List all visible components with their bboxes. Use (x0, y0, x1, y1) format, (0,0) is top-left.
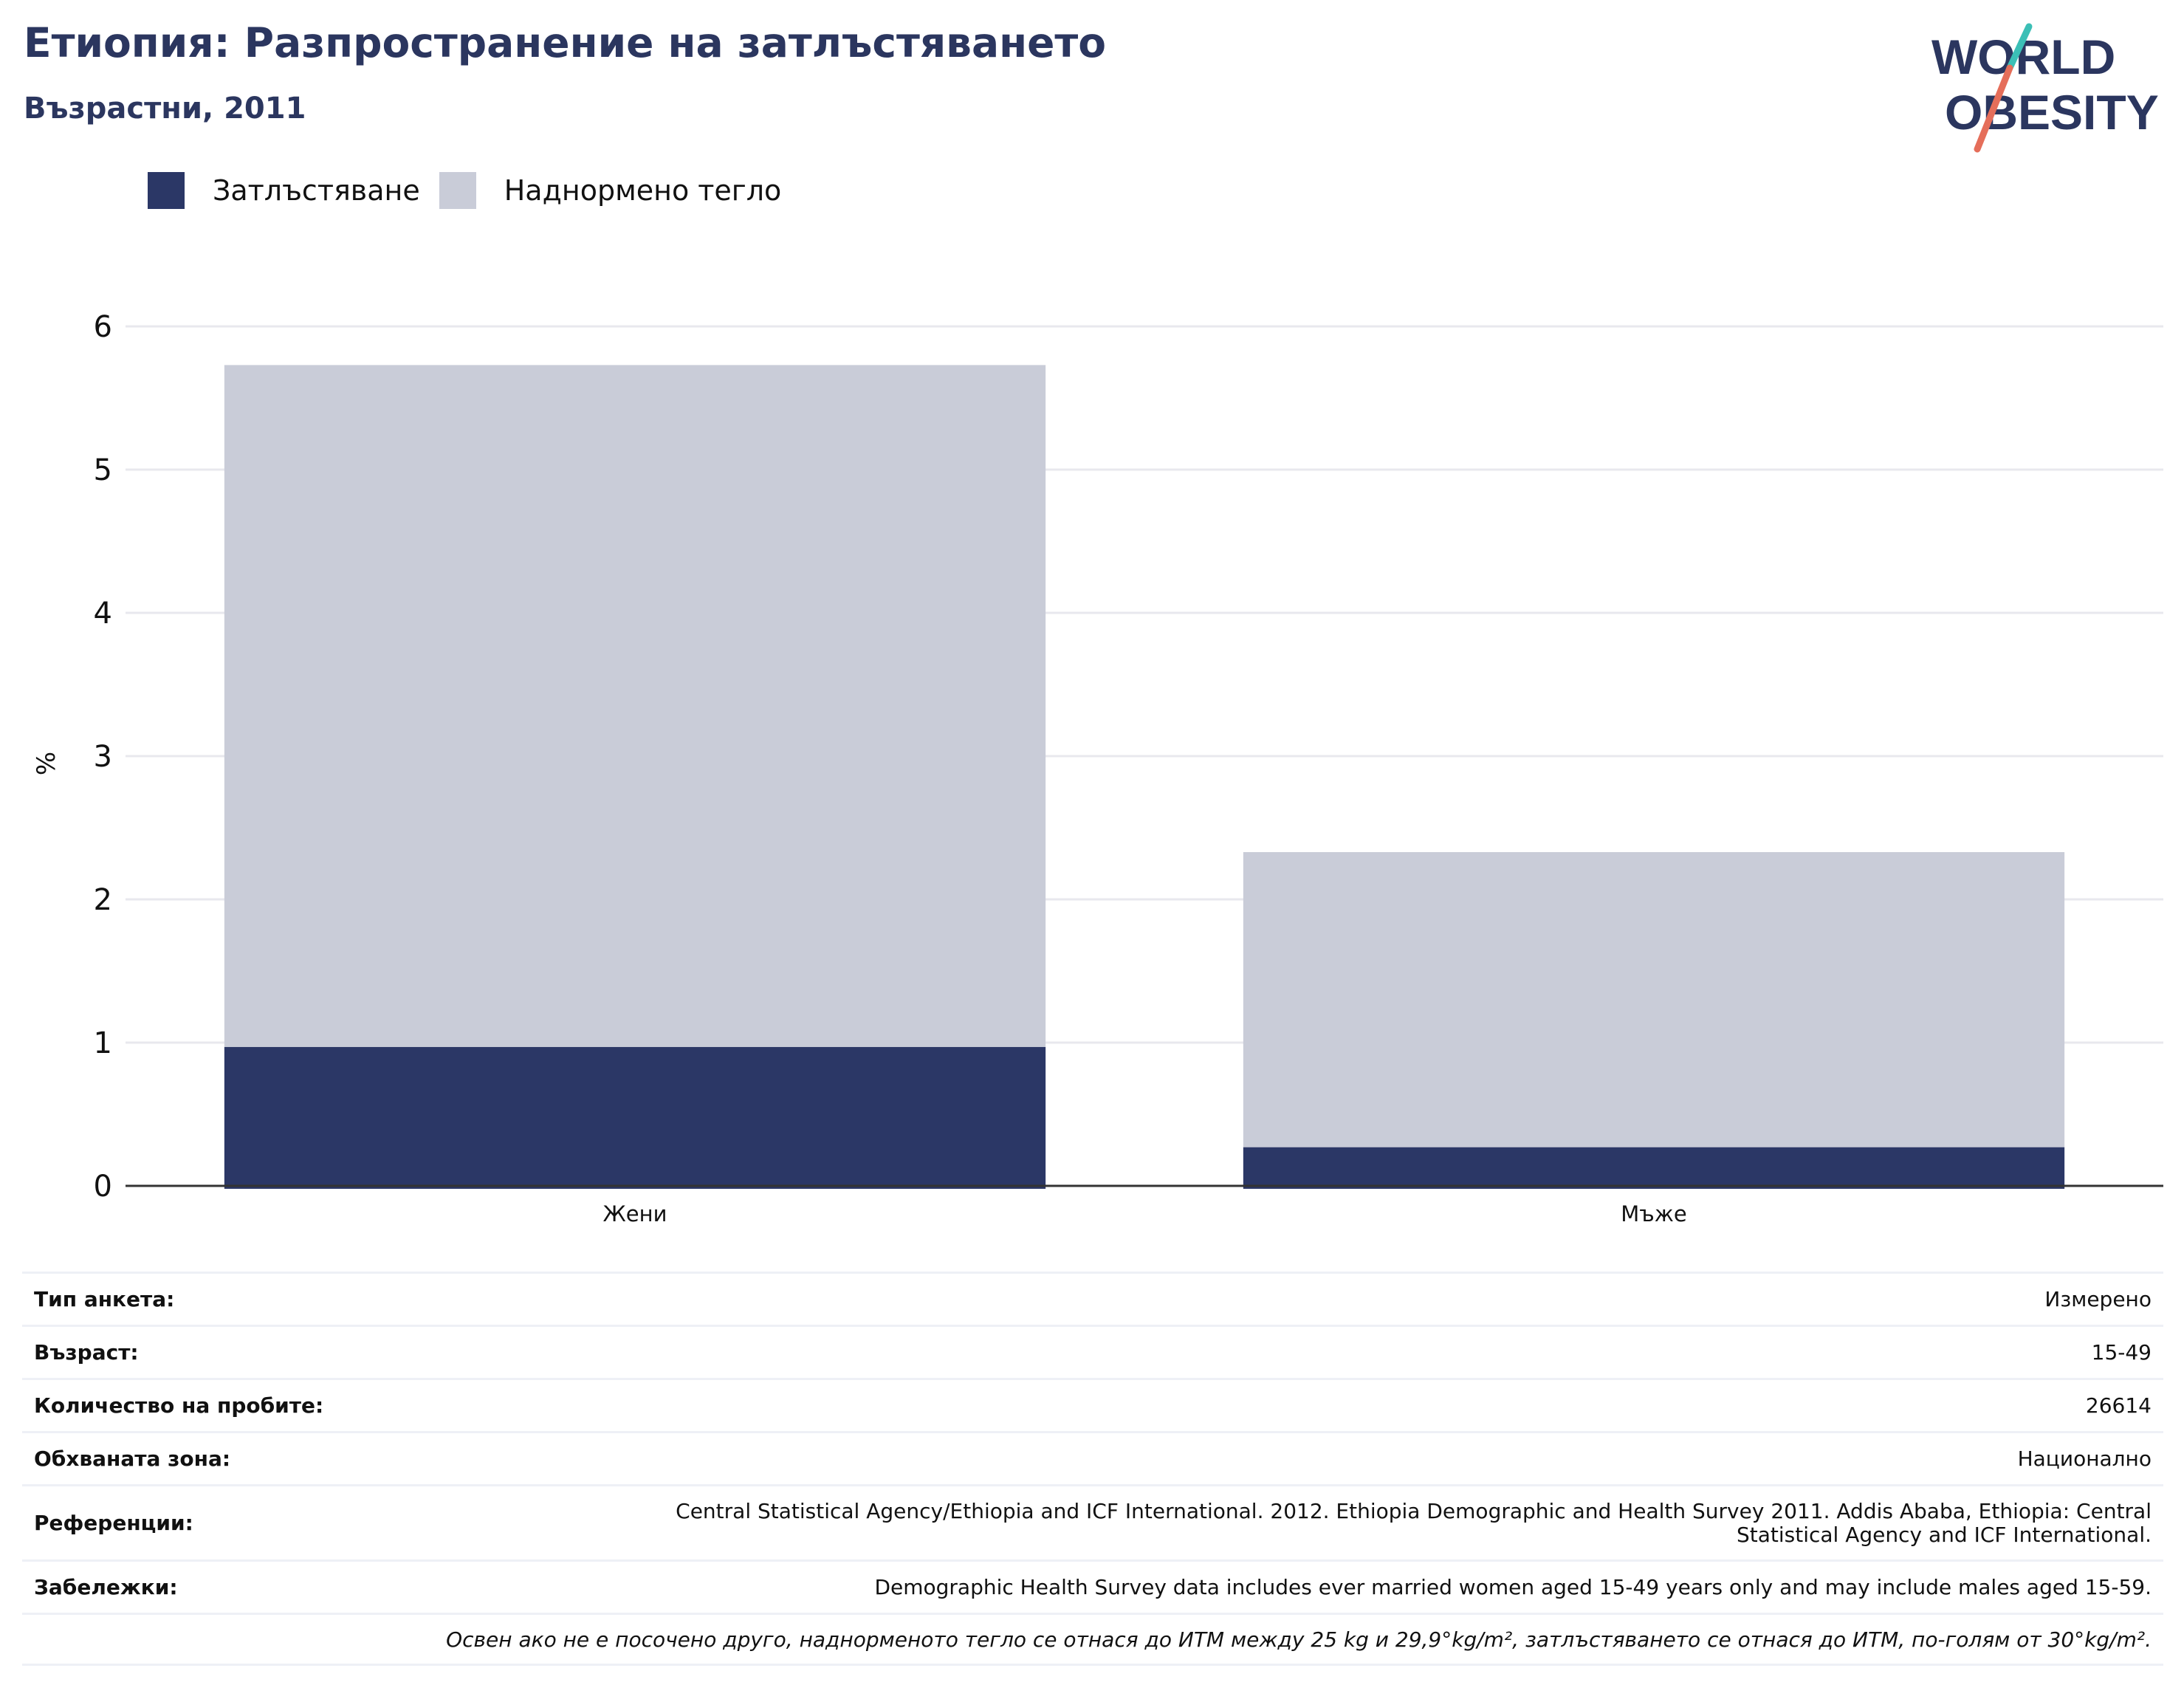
y-tick-label: 0 (94, 1170, 112, 1204)
y-tick-label: 4 (94, 597, 112, 631)
bar-obesity-women (224, 1046, 1046, 1189)
bmi-note: Освен ако не е посочено друго, наднормен… (22, 1613, 2163, 1666)
info-label: Забележки: (34, 1575, 178, 1599)
bar-overweight-men (1243, 851, 2065, 1147)
legend-label: Затлъстяване (213, 174, 420, 207)
info-row: Обхваната зона: Национално (22, 1431, 2163, 1484)
bmi-note-text: Освен ако не е посочено друго, наднормен… (446, 1627, 2152, 1652)
world-obesity-logo: WORLD OBESITY (1931, 23, 2159, 153)
x-tick-label: Жени (603, 1201, 667, 1226)
info-label: Възраст: (34, 1340, 139, 1365)
y-axis-label: % (32, 752, 61, 775)
info-row: Възраст: 15-49 (22, 1325, 2163, 1378)
info-value: Измерено (2044, 1287, 2152, 1311)
info-row: Количество на пробите: 26614 (22, 1378, 2163, 1431)
legend-label: Наднормено тегло (504, 174, 782, 207)
legend-item-overweight[interactable]: Наднормено тегло (439, 172, 782, 209)
logo-slash-bottom (1974, 64, 2013, 153)
y-tick-label: 1 (94, 1026, 112, 1060)
y-tick-label: 6 (94, 310, 112, 344)
info-table: Тип анкета: Измерено Възраст: 15-49 Количест… (22, 1272, 2163, 1666)
info-label: Тип анкета: (34, 1287, 175, 1311)
info-value: 15-49 (2091, 1340, 2152, 1365)
x-tick-label: Мъже (1621, 1201, 1686, 1226)
stacked-bar-chart: 0 1 2 3 4 5 6% Жени Мъже (32, 310, 2163, 1226)
legend: Затлъстяване Наднормено тегло (148, 170, 800, 211)
info-value: Национално (2017, 1447, 2152, 1471)
y-tick-label: 3 (94, 740, 112, 774)
info-label: Обхваната зона: (34, 1447, 231, 1471)
chart-subtitle: Възрастни, 2011 (24, 92, 306, 126)
chart-title: Етиопия: Разпространение на затлъстяване… (24, 19, 1107, 66)
info-value: Demographic Health Survey data includes … (874, 1575, 2152, 1599)
bar-obesity-men (1243, 1147, 2065, 1189)
info-label: Количество на пробите: (34, 1393, 324, 1418)
info-label: Референции: (34, 1511, 193, 1535)
bar-overweight-women (224, 365, 1046, 1047)
info-row: Забележки: Demographic Health Survey data… (22, 1559, 2163, 1613)
info-row: Референции: Central Statistical Agency/Et… (22, 1484, 2163, 1559)
info-value: Central Statistical Agency/Ethiopia and … (676, 1498, 2152, 1547)
legend-swatch (148, 172, 185, 209)
legend-swatch (439, 172, 476, 209)
y-tick-label: 2 (94, 883, 112, 917)
info-value: 26614 (2085, 1393, 2152, 1418)
info-row: Тип анкета: Измерено (22, 1272, 2163, 1325)
logo-line-obesity: OBESITY (1945, 85, 2159, 140)
legend-item-obesity[interactable]: Затлъстяване (148, 172, 420, 209)
logo-slash-top (2006, 23, 2033, 72)
y-tick-label: 5 (94, 453, 112, 487)
